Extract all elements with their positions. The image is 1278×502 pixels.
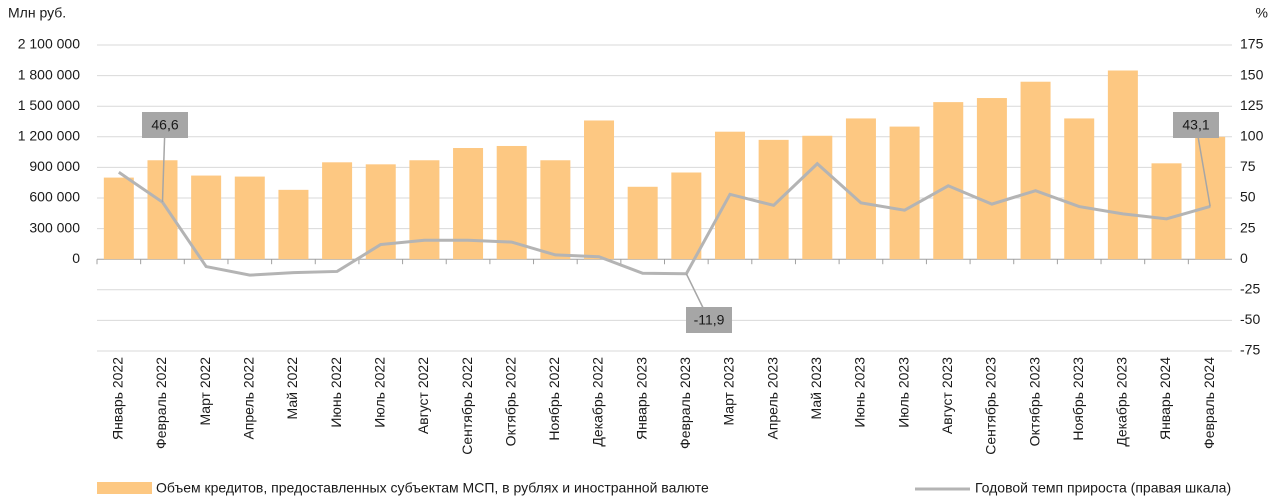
x-tick-label: Январь 2022 xyxy=(110,357,126,440)
bar xyxy=(453,148,484,260)
y-tick-label: 2 100 000 xyxy=(18,36,80,52)
y-axis-title: Млн руб. xyxy=(8,5,66,21)
callout-line xyxy=(1195,124,1211,207)
y2-tick-label: 25 xyxy=(1240,219,1256,235)
x-tick-label: Октябрь 2023 xyxy=(1026,357,1042,447)
y-tick-label: 900 000 xyxy=(29,158,80,174)
bar xyxy=(802,135,833,260)
y-tick-label: 0 xyxy=(72,250,80,266)
bar xyxy=(845,118,876,260)
y-tick-label: 600 000 xyxy=(29,189,80,205)
y2-tick-label: 75 xyxy=(1240,158,1256,174)
y2-tick-label: 0 xyxy=(1240,250,1248,266)
bar xyxy=(933,102,964,260)
y-tick-label: 300 000 xyxy=(29,219,80,235)
data-label: -11,9 xyxy=(694,312,725,328)
y-tick-label: 1 800 000 xyxy=(18,66,80,82)
bar xyxy=(1195,136,1226,260)
bar xyxy=(409,160,440,260)
bar xyxy=(540,160,571,260)
x-tick-label: Февраль 2024 xyxy=(1201,357,1217,449)
legend-label: Объем кредитов, предоставленных субъекта… xyxy=(156,480,709,496)
x-tick-label: Август 2022 xyxy=(415,357,431,434)
bar xyxy=(584,120,615,260)
bar xyxy=(191,175,222,260)
y2-axis-title: % xyxy=(1256,5,1268,21)
y2-tick-label: 50 xyxy=(1240,189,1256,205)
x-tick-label: Февраль 2023 xyxy=(677,357,693,449)
legend-swatch xyxy=(97,482,152,494)
bar xyxy=(278,189,309,260)
bar xyxy=(103,177,134,260)
y-tick-label: 1 200 000 xyxy=(18,128,80,144)
x-tick-label: Апрель 2022 xyxy=(240,357,256,440)
y2-tick-label: 125 xyxy=(1240,97,1264,113)
x-tick-label: Июль 2023 xyxy=(895,357,911,428)
x-tick-label: Июнь 2023 xyxy=(852,357,868,428)
x-tick-label: Декабрь 2022 xyxy=(590,357,606,447)
x-tick-label: Сентябрь 2023 xyxy=(983,357,999,455)
x-tick-label: Май 2023 xyxy=(808,357,824,420)
bar xyxy=(234,176,265,260)
line xyxy=(117,161,1211,277)
y2-tick-label: -75 xyxy=(1240,342,1260,358)
y2-tick-label: 150 xyxy=(1240,66,1264,82)
x-tick-label: Март 2023 xyxy=(721,357,737,426)
y-tick-label: 1 500 000 xyxy=(18,97,80,113)
bar xyxy=(1020,81,1051,260)
bar xyxy=(758,139,789,260)
x-tick-label: Август 2023 xyxy=(939,357,955,434)
x-tick-label: Апрель 2023 xyxy=(764,357,780,440)
bar xyxy=(1151,163,1182,260)
callout-box xyxy=(686,307,732,333)
bar xyxy=(1064,118,1095,260)
bar xyxy=(147,160,178,260)
x-tick-label: Февраль 2022 xyxy=(153,357,169,449)
x-tick-label: Ноябрь 2022 xyxy=(546,357,562,441)
bar xyxy=(976,98,1007,260)
y2-tick-label: 175 xyxy=(1240,36,1264,52)
x-tick-label: Декабрь 2023 xyxy=(1114,357,1130,447)
y2-tick-label: -25 xyxy=(1240,281,1260,297)
callout-box xyxy=(142,112,188,138)
bar xyxy=(322,162,353,260)
bar xyxy=(671,172,702,260)
x-tick-label: Июнь 2022 xyxy=(328,357,344,428)
data-label: 43,1 xyxy=(1182,117,1209,133)
x-tick-label: Май 2022 xyxy=(284,357,300,420)
callout-box xyxy=(1173,112,1219,138)
y2-tick-label: -50 xyxy=(1240,311,1260,327)
x-tick-label: Ноябрь 2023 xyxy=(1070,357,1086,441)
x-tick-label: Сентябрь 2022 xyxy=(459,357,475,455)
x-tick-label: Июль 2022 xyxy=(371,357,387,428)
legend-label: Годовой темп прироста (правая шкала) xyxy=(975,480,1231,496)
x-tick-label: Январь 2023 xyxy=(633,357,649,440)
bar xyxy=(627,186,658,260)
bar xyxy=(889,126,920,260)
x-tick-label: Март 2022 xyxy=(197,357,213,426)
x-tick-label: Октябрь 2022 xyxy=(502,357,518,447)
y2-tick-label: 100 xyxy=(1240,128,1264,144)
bar xyxy=(1107,70,1138,260)
x-tick-label: Январь 2024 xyxy=(1157,357,1173,440)
data-label: 46,6 xyxy=(151,117,178,133)
